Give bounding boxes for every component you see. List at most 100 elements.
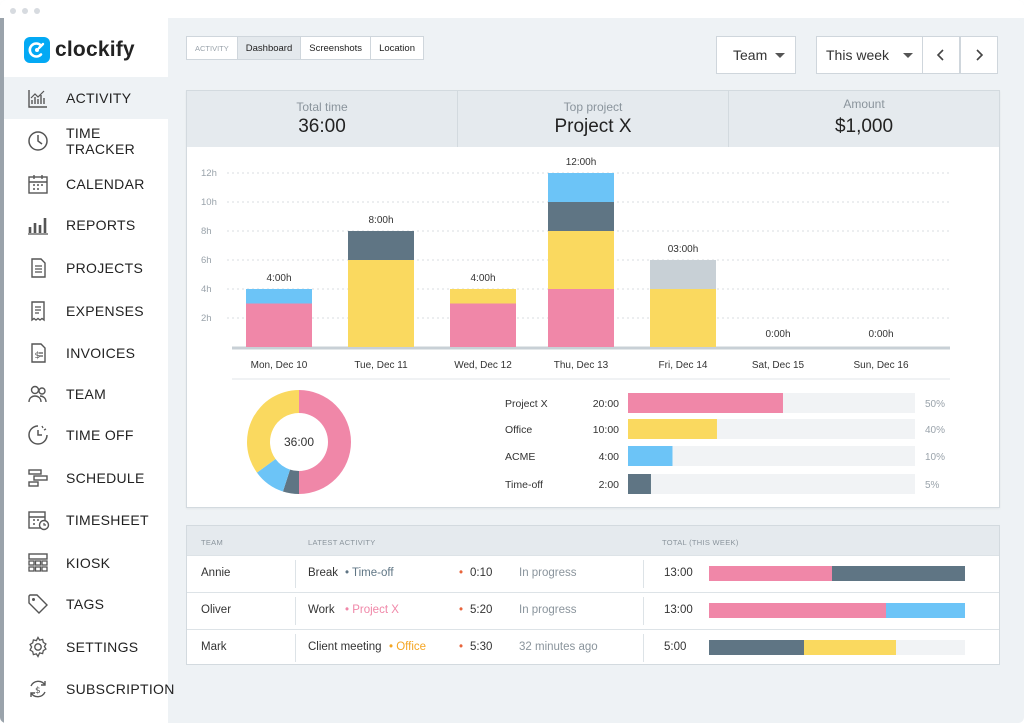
entry-duration: 5:30 — [470, 641, 493, 653]
bar-total-label: 03:00h — [668, 244, 699, 255]
invoice-icon: $ — [26, 341, 50, 365]
sidebar-item-activity[interactable]: ACTIVITY — [4, 77, 168, 119]
app-name: clockify — [55, 38, 135, 61]
x-tick-label: Fri, Dec 14 — [659, 360, 708, 371]
entry-status: In progress — [519, 567, 577, 579]
task-name: Client meeting — [308, 641, 382, 653]
bar-total-label: 0:00h — [868, 329, 893, 340]
total-bar-segment — [803, 640, 896, 655]
svg-text:$: $ — [35, 686, 41, 696]
clock-icon — [26, 129, 50, 153]
project-percent-label: 10% — [925, 452, 945, 463]
tab-activity[interactable]: ACTIVITY — [187, 37, 238, 59]
team-filter-select[interactable]: Team — [716, 36, 796, 74]
sidebar-item-kiosk[interactable]: KIOSK — [4, 542, 168, 584]
table-row[interactable]: Oliver Work • Project X • 5:20 In progress 13:… — [187, 592, 999, 628]
timesheet-icon — [26, 508, 50, 532]
weekly-total-bar — [709, 603, 965, 618]
project-bar-fill — [628, 419, 717, 439]
app-logo[interactable]: clockify — [24, 37, 135, 63]
sidebar-item-tags[interactable]: TAGS — [4, 583, 168, 625]
date-range-select[interactable]: This week — [816, 36, 924, 74]
x-tick-label: Sun, Dec 16 — [853, 360, 908, 371]
task-name: Work — [308, 604, 335, 616]
sidebar-item-label: TEAM — [66, 386, 107, 402]
bar-segment-office — [548, 231, 614, 289]
tab-screenshots[interactable]: Screenshots — [301, 37, 372, 59]
team-filter-value: Team — [733, 47, 768, 63]
project-bar-track — [628, 474, 915, 494]
total-column-header: TOTAL (THIS WEEK) — [662, 538, 739, 547]
project-name-label: Time-off — [505, 479, 543, 491]
project-percent-label: 50% — [925, 399, 945, 410]
tab-dashboard[interactable]: Dashboard — [237, 37, 302, 59]
project-bar-track — [628, 446, 915, 466]
x-tick-label: Thu, Dec 13 — [554, 360, 609, 371]
bar-total-label: 4:00h — [266, 273, 291, 284]
x-tick-label: Mon, Dec 10 — [251, 360, 308, 371]
donut-slice-office — [247, 390, 299, 473]
amount-label: Amount — [843, 97, 885, 111]
next-week-button[interactable] — [960, 36, 998, 74]
sidebar-item-subscription[interactable]: $ SUBSCRIPTION — [4, 668, 174, 710]
sidebar-item-timesheet[interactable]: TIMESHEET — [4, 499, 168, 541]
sidebar-item-label: CALENDAR — [66, 176, 145, 192]
project-dot-icon: • — [345, 604, 353, 616]
project-time-label: 4:00 — [599, 451, 620, 463]
amount-value: $1,000 — [834, 116, 894, 137]
sidebar-item-label: ACTIVITY — [66, 90, 132, 106]
window-dot-icon — [22, 8, 28, 14]
activity-dashboard-card: Total time 36:00 Top project Project X A… — [186, 90, 1000, 508]
subscription-icon: $ — [26, 677, 50, 701]
team-icon — [26, 382, 50, 406]
project-tag: • Time-off — [345, 567, 394, 579]
bar-segment-time-off — [348, 231, 414, 260]
total-bar-segment — [831, 566, 965, 581]
sidebar-item-projects[interactable]: PROJECTS — [4, 247, 168, 289]
entry-status: 32 minutes ago — [519, 641, 598, 653]
column-divider — [643, 634, 644, 662]
weekly-total: 13:00 — [664, 567, 693, 579]
sidebar-item-label: REPORTS — [66, 217, 136, 233]
tab-location[interactable]: Location — [379, 42, 415, 54]
project-name-label: ACME — [505, 451, 535, 463]
sidebar-item-label: TAGS — [66, 596, 105, 612]
member-name: Oliver — [201, 604, 232, 616]
table-row[interactable]: Mark Client meeting • Office • 5:30 32 minute… — [187, 629, 999, 665]
table-row[interactable]: Annie Break • Time-off • 0:10 In progress 13:0… — [187, 555, 999, 591]
total-bar-segment — [885, 603, 965, 618]
chevron-down-icon — [775, 53, 785, 58]
sidebar-item-invoices[interactable]: $ INVOICES — [4, 332, 168, 374]
sidebar-item-schedule[interactable]: SCHEDULE — [4, 457, 168, 499]
sidebar-item-expenses[interactable]: EXPENSES — [4, 290, 168, 332]
sidebar-item-label: INVOICES — [66, 345, 136, 361]
x-tick-label: Sat, Dec 15 — [752, 360, 805, 371]
top-project-label: Top project — [563, 100, 623, 114]
bar-segment-time-off — [548, 202, 614, 231]
sidebar: clockify ACTIVITY TIME TRACKER CALENDAR REP… — [0, 18, 174, 723]
x-tick-label: Wed, Dec 12 — [454, 360, 512, 371]
team-column-header: TEAM — [201, 538, 224, 547]
sidebar-item-label: SCHEDULE — [66, 470, 145, 486]
sidebar-item-team[interactable]: TEAM — [4, 373, 168, 415]
window-dot-icon — [34, 8, 40, 14]
weekly-total: 13:00 — [664, 604, 693, 616]
clockify-logo-icon — [24, 37, 50, 63]
sidebar-item-time-off[interactable]: TIME OFF — [4, 414, 168, 456]
member-name: Annie — [201, 567, 231, 579]
project-time-label: 2:00 — [599, 479, 620, 491]
bar-total-label: 12:00h — [566, 157, 597, 168]
amount-summary: Amount $1,000 — [729, 91, 999, 147]
sidebar-item-settings[interactable]: SETTINGS — [4, 626, 168, 668]
chevron-right-icon — [976, 49, 984, 61]
activity-chart-icon — [26, 86, 50, 110]
total-bar-segment — [709, 566, 832, 581]
sidebar-item-reports[interactable]: REPORTS — [4, 204, 168, 246]
running-dot-icon: • — [459, 641, 464, 653]
column-divider — [643, 560, 644, 588]
sidebar-item-label: TIMESHEET — [66, 512, 149, 528]
previous-week-button[interactable] — [922, 36, 960, 74]
sidebar-item-calendar[interactable]: CALENDAR — [4, 163, 168, 205]
sidebar-item-time-tracker[interactable]: TIME TRACKER — [4, 120, 168, 162]
